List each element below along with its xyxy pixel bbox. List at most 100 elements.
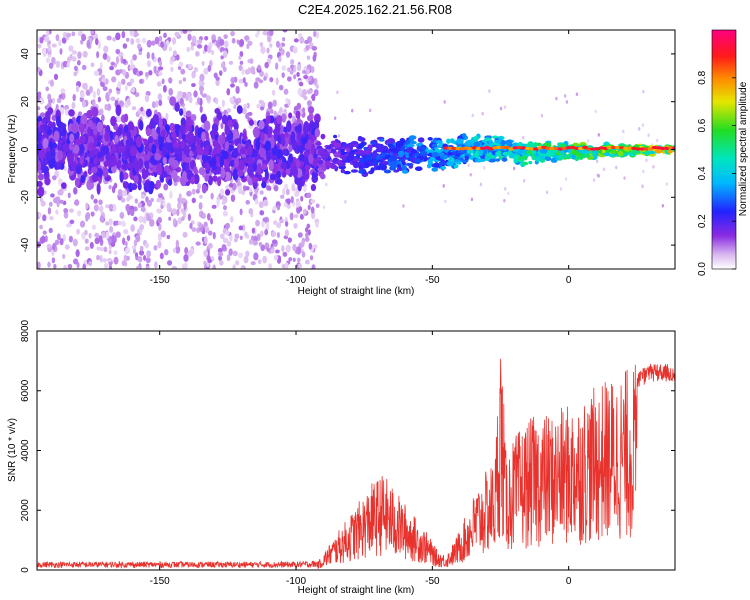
spectrogram-cell	[582, 153, 591, 158]
spectrogram-cell	[268, 159, 274, 172]
spectrogram-cell	[109, 65, 115, 71]
spectrogram-cell	[233, 121, 239, 131]
spectrogram-cell	[37, 91, 42, 97]
spectrogram-cell	[98, 205, 104, 213]
spectrogram-cell	[363, 146, 369, 150]
spectrogram-cell	[104, 204, 110, 209]
spectrogram-cell	[37, 160, 42, 171]
spectrogram-cell	[134, 198, 138, 204]
spectrogram-cell	[175, 54, 180, 61]
spectrogram-cell	[512, 166, 516, 171]
spectrogram-cell	[91, 224, 97, 230]
spectrogram-cell	[539, 147, 548, 154]
spectrogram-y-axis-label: Frequency (Hz)	[7, 115, 18, 184]
spectrogram-cell	[48, 227, 53, 234]
spectrogram-cell	[137, 256, 143, 263]
spectrogram-cell	[308, 80, 314, 85]
spectrogram-cell	[273, 254, 279, 261]
spectrogram-cell	[91, 106, 99, 118]
spectrogram-cell	[172, 50, 177, 57]
spectrogram-cell	[221, 244, 227, 251]
spectrogram-cell	[38, 148, 46, 160]
spectrogram-cell	[372, 160, 378, 166]
spectrogram-cell	[108, 265, 113, 269]
spectrogram-cell	[615, 165, 618, 170]
spectrogram-cell	[285, 244, 291, 253]
spectrogram-cell	[149, 218, 155, 227]
spectrogram-cell	[275, 77, 279, 86]
spectrogram-cell	[219, 188, 224, 196]
spectrogram-cell	[59, 187, 64, 196]
spectrogram-cell	[42, 137, 49, 149]
spectrogram-cell	[346, 147, 351, 153]
spectrogram-cell	[178, 193, 182, 201]
spectrogram-cell	[251, 176, 259, 184]
spectrogram-cell	[248, 238, 254, 245]
spectrogram-cell	[130, 209, 135, 217]
spectrogram-cell	[320, 133, 326, 140]
spectrogram-cell	[112, 37, 117, 42]
spectrogram-cell	[258, 241, 263, 247]
spectrogram-cell	[99, 254, 103, 263]
spectrogram-cell	[222, 66, 227, 73]
spectrogram-cell	[210, 157, 217, 167]
spectrogram-cell	[502, 151, 509, 156]
spectrogram-cell	[239, 60, 244, 65]
spectrogram-cell	[238, 159, 245, 171]
spectrogram-cell	[258, 120, 265, 130]
spectrogram-cell	[330, 140, 337, 144]
spectrogram-cell	[293, 38, 299, 43]
spectrogram-cell	[442, 184, 445, 188]
spectrogram-cell	[586, 156, 594, 160]
spectrogram-cell	[133, 32, 139, 37]
spectrogram-y-tick-label: -20	[20, 190, 31, 205]
spectrogram-cell	[273, 110, 278, 118]
spectrogram-cell	[199, 87, 203, 96]
spectrogram-cell	[672, 146, 675, 150]
spectrogram-cell	[260, 131, 265, 143]
spectrogram-cell	[244, 81, 248, 87]
spectrogram-cell	[266, 47, 270, 54]
spectrogram-cell	[158, 35, 163, 42]
spectrogram-cell	[79, 134, 86, 144]
spectrogram-cell	[188, 96, 193, 104]
spectrogram-cell	[80, 174, 86, 184]
spectrogram-cell	[230, 83, 235, 88]
spectrogram-cell	[245, 199, 250, 205]
spectrogram-cell	[225, 222, 230, 229]
spectrogram-cell	[170, 66, 174, 72]
spectrogram-cell	[71, 50, 77, 55]
spectrogram-cell	[186, 46, 190, 53]
spectrogram-cell	[51, 97, 56, 105]
spectrogram-cell	[410, 149, 418, 155]
spectrogram-cell	[220, 122, 224, 130]
spectrogram-cell	[48, 62, 54, 69]
spectrogram-cell	[290, 196, 294, 204]
spectrogram-cell	[76, 228, 80, 235]
snr-series-line	[37, 358, 675, 569]
spectrogram-cell	[88, 260, 93, 267]
spectrogram-cell	[315, 31, 320, 39]
spectrogram-cell	[67, 153, 74, 165]
spectrogram-cell	[171, 131, 177, 139]
spectrogram-cell	[104, 131, 110, 142]
spectrogram-cell	[115, 231, 121, 238]
spectrogram-cell	[483, 148, 488, 155]
spectrogram-cell	[168, 216, 172, 221]
spectrogram-cell	[216, 199, 220, 207]
spectrogram-cell	[45, 57, 50, 64]
spectrogram-cell	[81, 64, 87, 71]
spectrogram-cell	[153, 65, 157, 74]
spectrogram-cell	[221, 99, 225, 108]
spectrogram-cell	[287, 76, 292, 82]
spectrogram-cell	[200, 81, 205, 86]
spectrogram-cell	[238, 252, 244, 259]
spectrogram-cell	[610, 149, 617, 154]
spectrogram-cell	[488, 158, 497, 163]
spectrogram-cell	[126, 97, 131, 105]
spectrogram-cell	[184, 247, 189, 255]
spectrogram-cell	[488, 89, 491, 93]
spectrogram-cell	[313, 30, 317, 38]
spectrogram-cell	[641, 184, 644, 189]
spectrogram-cell	[125, 37, 130, 42]
